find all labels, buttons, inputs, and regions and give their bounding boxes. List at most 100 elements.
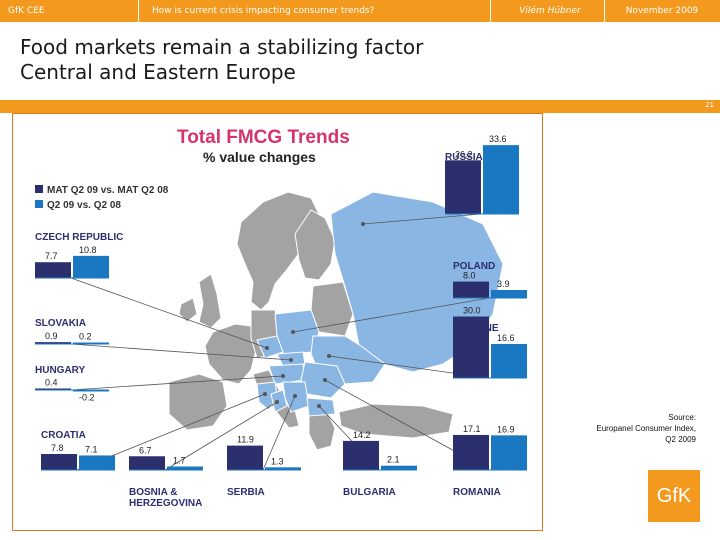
country-group-serbia: 11.9 1.3 SERBIA <box>227 435 301 498</box>
country-name-serbia: SERBIA <box>227 487 265 498</box>
map-pin-bulgaria <box>317 404 321 408</box>
bar-croatia-q2 <box>79 455 115 470</box>
bar-hungary-mat <box>35 388 71 390</box>
chart-subtitle: % value changes <box>203 149 316 165</box>
map-finland <box>294 209 336 281</box>
bar-label-hungary-q2: -0.2 <box>79 393 95 403</box>
bar-ukraine-q2 <box>491 343 527 378</box>
map-pin-czech-republic <box>265 346 269 350</box>
country-name-slovakia: SLOVAKIA <box>35 318 86 329</box>
bar-russia-q2 <box>483 145 519 214</box>
bar-serbia-q2 <box>265 467 301 470</box>
leader-line-serbia <box>262 395 296 471</box>
bar-label-bulgaria-q2: 2.1 <box>387 455 400 465</box>
chart-panel: 26.2 33.6 RUSSIA 8.0 3.9 POLAND 30.0 16.6 UKRAIN… <box>12 113 543 531</box>
legend-swatch-1 <box>35 185 43 193</box>
bar-label-czech-republic-mat: 7.7 <box>45 251 58 261</box>
slide-title-line2: Central and Eastern Europe <box>20 60 296 84</box>
map-pin-poland <box>291 330 295 334</box>
bar-label-ukraine-mat: 30.0 <box>463 306 481 316</box>
map-scandinavia <box>236 191 320 311</box>
bar-label-romania-mat: 17.1 <box>463 424 481 434</box>
legend-entry-1: MAT Q2 09 vs. MAT Q2 08 <box>47 185 169 196</box>
bar-label-bosnia-and-herzegovina-mat: 6.7 <box>139 445 152 455</box>
map-uk <box>198 273 222 329</box>
leader-line-bosnia-and-herzegovina <box>164 401 278 471</box>
header-date: November 2009 <box>625 6 699 16</box>
labels-layer: Total FMCG Trends% value changes MAT Q2 0… <box>35 127 350 211</box>
bar-label-russia-mat: 26.2 <box>455 149 473 159</box>
map-greece <box>308 411 336 451</box>
country-name-croatia: CROATIA <box>41 430 86 441</box>
country-name-hungary: HUNGARY <box>35 365 86 376</box>
header-divider <box>138 0 139 22</box>
bar-czech-republic-q2 <box>73 255 109 278</box>
legend-swatch-2 <box>35 200 43 208</box>
bar-label-slovakia-mat: 0.9 <box>45 331 58 341</box>
map-pin-ukraine <box>327 354 331 358</box>
country-name-bosnia-and-herzegovina-line2: HERZEGOVINA <box>129 498 202 509</box>
europe-map <box>168 191 504 451</box>
bar-bulgaria-mat <box>343 440 379 470</box>
bar-label-croatia-q2: 7.1 <box>85 444 98 454</box>
bar-hungary-q2 <box>73 390 109 392</box>
bar-label-bulgaria-mat: 14.2 <box>353 430 371 440</box>
map-iberia <box>168 373 228 431</box>
country-name-poland: POLAND <box>453 261 495 272</box>
bar-label-czech-republic-q2: 10.8 <box>79 245 97 255</box>
country-name-bosnia-and-herzegovina-line1: BOSNIA & <box>129 487 178 498</box>
leader-line-poland <box>292 297 490 333</box>
leader-line-czech-republic <box>70 277 268 349</box>
bar-label-romania-q2: 16.9 <box>497 424 515 434</box>
map-pin-bosnia-and-herzegovina <box>275 400 279 404</box>
map-czech-republic <box>256 335 284 359</box>
country-name-czech-republic: CZECH REPUBLIC <box>35 232 123 243</box>
bar-poland-mat <box>453 281 489 298</box>
map-pin-slovakia <box>289 358 293 362</box>
map-pin-russia <box>361 222 365 226</box>
country-name-ukraine: UKRAINE <box>453 323 499 334</box>
country-group-bulgaria: 14.2 2.1 BULGARIA <box>343 430 417 498</box>
country-group-romania: 17.1 16.9 ROMANIA <box>453 424 527 498</box>
country-group-bosnia-and-herzegovina: 6.7 1.7 BOSNIA &HERZEGOVINA <box>129 445 203 509</box>
map-pin-serbia <box>293 394 297 398</box>
country-group-hungary: 0.4 -0.2 HUNGARY <box>35 365 109 403</box>
bar-slovakia-q2 <box>73 342 109 344</box>
country-group-czech-republic: 7.7 10.8 CZECH REPUBLIC <box>35 232 123 279</box>
leader-line-slovakia <box>70 343 292 361</box>
leader-line-russia <box>362 213 482 225</box>
header-divider <box>490 0 491 22</box>
bar-label-slovakia-q2: 0.2 <box>79 332 92 342</box>
map-pin-hungary <box>281 374 285 378</box>
bar-label-poland-q2: 3.9 <box>497 279 510 289</box>
bar-label-croatia-mat: 7.8 <box>51 443 64 453</box>
bar-label-poland-mat: 8.0 <box>463 271 476 281</box>
bar-bosnia-and-herzegovina-mat <box>129 456 165 470</box>
header-company: GfK CEE <box>8 6 45 16</box>
bar-label-bosnia-and-herzegovina-q2: 1.7 <box>173 456 186 466</box>
map-turkey <box>338 403 454 439</box>
map-ireland <box>178 297 198 323</box>
source-name: Europanel Consumer Index, <box>596 424 696 433</box>
source-label: Source: <box>668 413 696 422</box>
bar-label-russia-q2: 33.6 <box>489 134 507 144</box>
bar-russia-mat <box>445 160 481 214</box>
slide-title-line1: Food markets remain a stabilizing factor <box>20 35 424 59</box>
country-group-slovakia: 0.9 0.2 SLOVAKIA <box>35 318 109 345</box>
header-bar: GfK CEE How is current crisis impacting … <box>0 0 720 22</box>
country-group-croatia: 7.8 7.1 CROATIA <box>41 430 115 471</box>
country-name-bulgaria: BULGARIA <box>343 487 396 498</box>
country-group-russia: 26.2 33.6 RUSSIA <box>445 134 519 215</box>
bar-romania-mat <box>453 434 489 470</box>
page-number: 21 <box>705 101 714 109</box>
bar-slovakia-mat <box>35 342 71 344</box>
bar-label-hungary-mat: 0.4 <box>45 378 58 388</box>
bar-label-ukraine-q2: 16.6 <box>497 333 515 343</box>
bar-poland-q2 <box>491 290 527 298</box>
leader-line-hungary <box>70 375 284 391</box>
bar-ukraine-mat <box>453 316 489 378</box>
source-period: Q2 2009 <box>665 435 696 444</box>
